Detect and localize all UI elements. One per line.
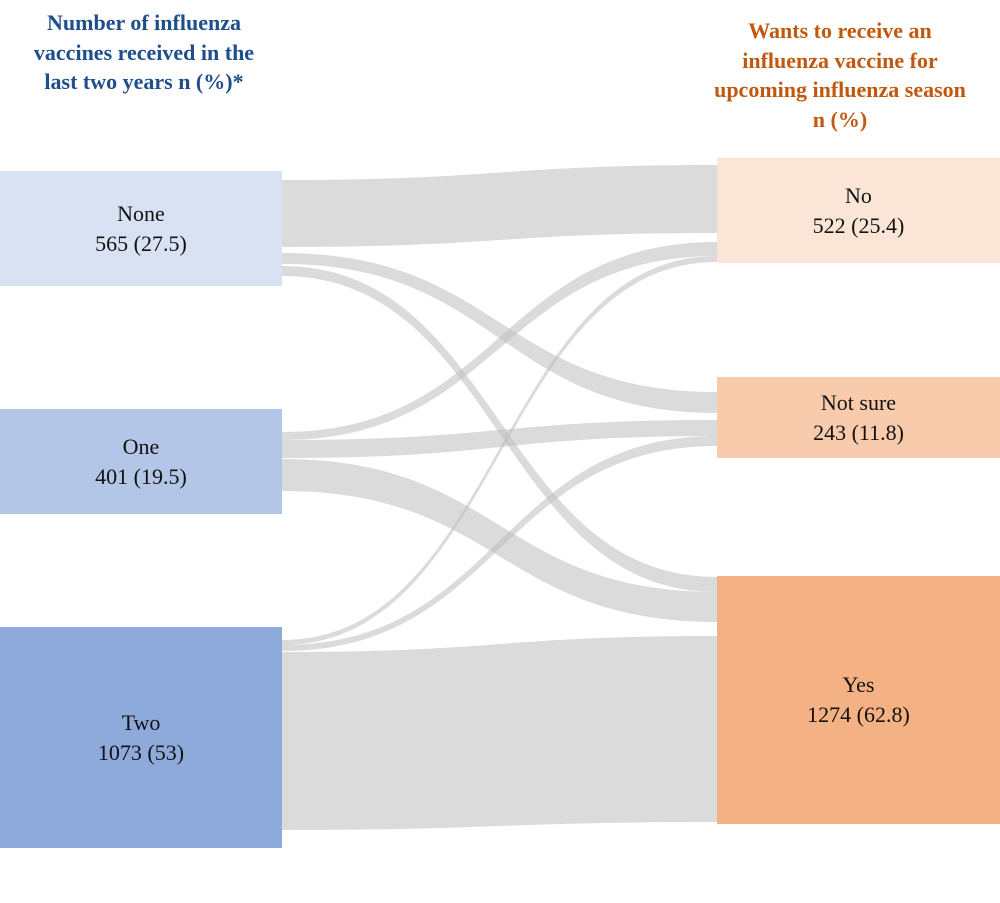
node-label: Two [121, 709, 161, 735]
node-value: 565 (27.5) [95, 230, 187, 256]
source-node-one: One 401 (19.5) [0, 409, 282, 514]
link-one-to-yes [282, 459, 717, 622]
node-value: 243 (11.8) [813, 419, 904, 445]
node-label: None [117, 200, 165, 226]
link-two-to-not-sure [282, 436, 717, 651]
node-value: 522 (25.4) [812, 212, 905, 238]
link-none-to-no [282, 165, 717, 247]
node-value: 1073 (53) [97, 739, 185, 765]
source-axis-header: Number of influenza vaccines received in… [33, 10, 255, 95]
node-label: One [122, 433, 160, 459]
node-label: No [845, 182, 872, 208]
link-one-to-no [282, 242, 717, 440]
target-node-yes: Yes 1274 (62.8) [717, 576, 1000, 824]
source-node-two: Two 1073 (53) [0, 627, 282, 848]
link-two-to-yes [282, 636, 717, 830]
target-node-no: No 522 (25.4) [717, 158, 1000, 263]
node-value: 401 (19.5) [95, 463, 187, 489]
link-none-to-yes [282, 266, 717, 592]
node-value: 1274 (62.8) [807, 702, 910, 727]
target-axis-header: Wants to receive an influenza vaccine fo… [714, 18, 966, 133]
link-none-to-not-sure [282, 253, 717, 413]
link-two-to-no [282, 256, 717, 645]
target-node-not-sure: Not sure 243 (11.8) [717, 377, 1000, 458]
node-label: Not sure [820, 389, 897, 415]
source-node-none: None 565 (27.5) [0, 171, 282, 286]
node-label: Yes [842, 672, 875, 698]
link-one-to-not-sure [282, 420, 717, 458]
